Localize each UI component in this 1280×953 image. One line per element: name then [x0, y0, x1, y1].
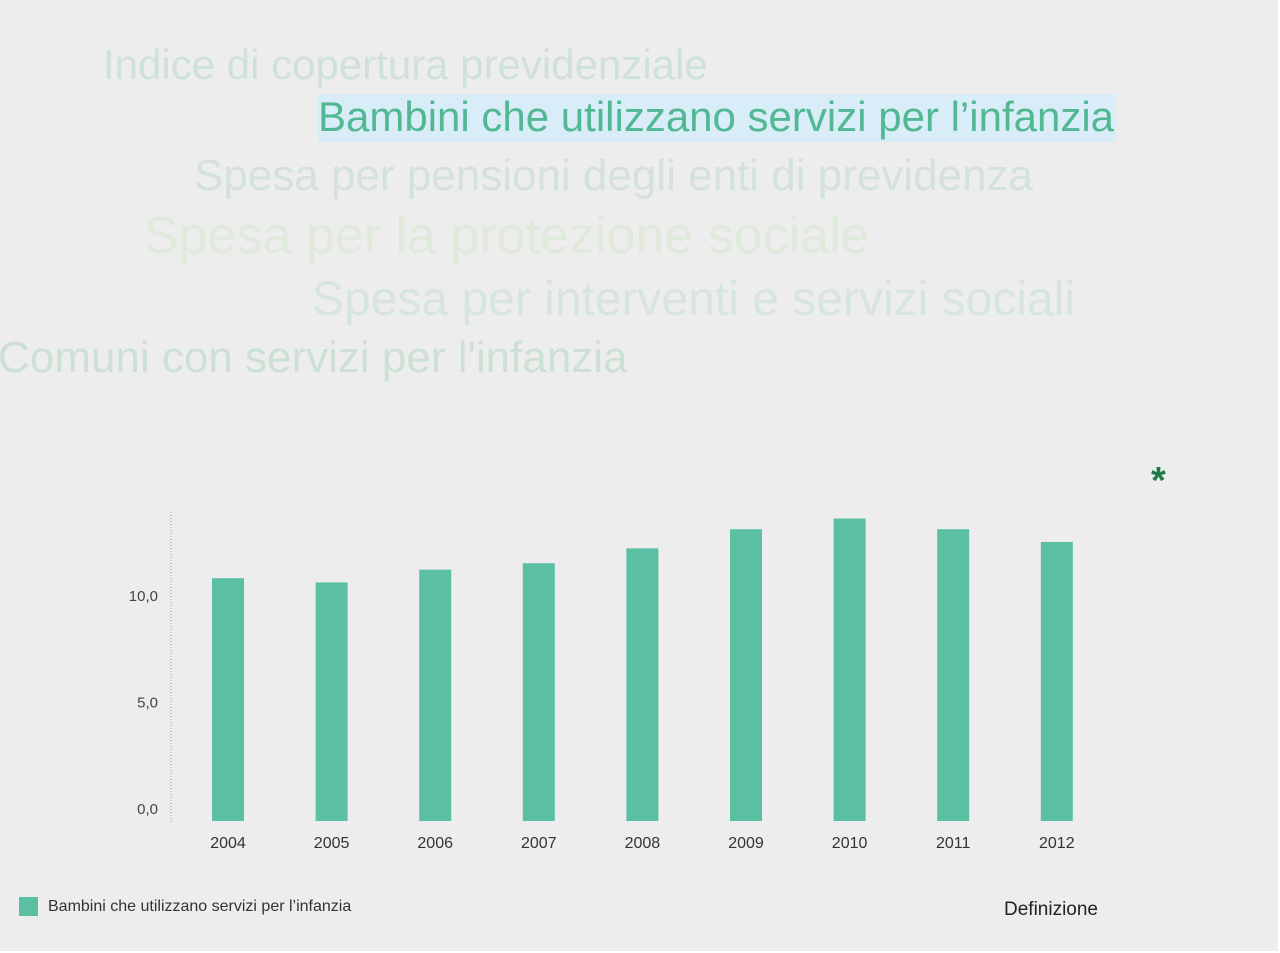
bar-2008: [626, 548, 659, 821]
bar-2006: [419, 569, 452, 821]
x-tick-label-2008: 2008: [625, 835, 661, 852]
y-tick-label: 10,0: [129, 588, 158, 605]
bar-chart: 0,0 5,0 10,0 2004 2005 2006 2007 2008 2009 2010 20…: [129, 512, 1075, 852]
tag-cloud-item-spesa-interventi[interactable]: Spesa per interventi e servizi sociali: [312, 273, 1076, 326]
x-tick-label-2009: 2009: [728, 835, 764, 852]
x-tick-label-2012: 2012: [1039, 835, 1075, 852]
y-tick-label: 5,0: [137, 695, 158, 712]
tag-cloud-item-bambini-servizi-selected[interactable]: Bambini che utilizzano servizi per l’inf…: [318, 93, 1117, 142]
bar-2004: [212, 578, 244, 821]
x-tick-label-2006: 2006: [417, 835, 453, 852]
x-tick-label-2011: 2011: [936, 835, 971, 852]
x-tick-label-2005: 2005: [314, 835, 350, 852]
bar-2012: [1040, 541, 1073, 821]
x-tick-label-2007: 2007: [521, 835, 557, 852]
definition-link[interactable]: Definizione: [1004, 899, 1098, 920]
tag-cloud-item-comuni-servizi[interactable]: Comuni con servizi per l'infanzia: [0, 333, 628, 382]
bar-2010: [833, 518, 866, 821]
bar-2005: [315, 582, 348, 821]
y-tick-label: 0,0: [137, 801, 158, 818]
bar-2009: [730, 529, 762, 821]
bar-2011: [937, 529, 970, 821]
tag-cloud-item-spesa-protezione[interactable]: Spesa per la protezione sociale: [144, 207, 870, 265]
legend-label: Bambini che utilizzano servizi per l’inf…: [48, 897, 352, 915]
asterisk-icon[interactable]: *: [1151, 460, 1166, 502]
chart-legend: Bambini che utilizzano servizi per l’inf…: [19, 897, 351, 916]
bar-2007: [522, 563, 555, 821]
x-tick-label-2010: 2010: [832, 835, 868, 852]
tag-cloud-item-spesa-pensioni[interactable]: Spesa per pensioni degli enti di previde…: [194, 151, 1034, 200]
x-tick-label-2004: 2004: [210, 835, 246, 852]
tag-cloud-item-indice-copertura[interactable]: Indice di copertura previdenziale: [103, 41, 708, 88]
legend-swatch: [19, 897, 38, 916]
